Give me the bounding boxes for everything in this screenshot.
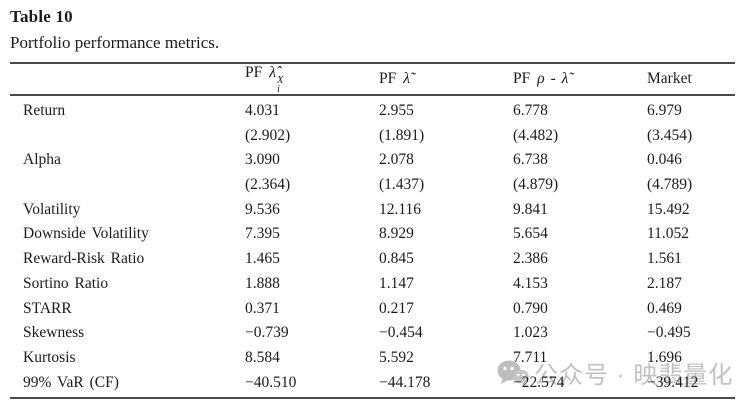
cell-value: 0.371	[245, 299, 280, 317]
cell-value: 6.778	[513, 102, 548, 119]
table-row: Reward-Risk Ratio 1.465 0.845 2.386 1.561	[10, 247, 735, 272]
cell-value: (2.902)	[245, 126, 291, 144]
cell-value: 9.841	[513, 200, 548, 218]
cell-value: 1.888	[245, 274, 280, 292]
cell-value: −0.739	[245, 324, 289, 342]
cell-value: 0.046	[647, 151, 682, 169]
cell-value: 0.845	[379, 250, 414, 268]
cell-value: 4.153	[513, 274, 548, 292]
cell-value: 7.711	[513, 348, 548, 366]
cell-value: (1.891)	[379, 126, 425, 144]
col-header-pf-lambda-tilde: PF λ̃	[379, 70, 513, 88]
cell-value: 12.116	[379, 200, 422, 218]
row-label: Volatility	[23, 200, 81, 218]
cell-value: 1.561	[647, 250, 682, 268]
cell-value: 6.738	[513, 151, 548, 169]
cell-value: 8.929	[379, 225, 414, 243]
row-label: Alpha	[23, 151, 61, 169]
table-caption: Portfolio performance metrics.	[10, 33, 220, 52]
cell-value: −0.495	[647, 324, 691, 342]
cell-value: 6.979	[647, 102, 682, 119]
table-row: Volatility 9.536 12.116 9.841 15.492	[10, 198, 735, 223]
cell-value: 11.052	[647, 225, 690, 243]
cell-value: (4.789)	[647, 176, 693, 194]
cell-value: (3.454)	[647, 126, 693, 144]
header-subscript: i	[276, 84, 280, 95]
cell-value: 7.395	[245, 225, 280, 243]
cell-value: 0.790	[513, 299, 548, 317]
table-row: (2.364) (1.437) (4.879) (4.789)	[10, 173, 735, 198]
table-row: (2.902) (1.891) (4.482) (3.454)	[10, 124, 735, 149]
cell-value: 1.696	[647, 348, 682, 366]
cell-value: 5.592	[379, 348, 414, 366]
row-label	[23, 124, 245, 149]
row-label: Reward-Risk Ratio	[23, 250, 145, 268]
header-math-symbol: λ̂	[269, 64, 276, 81]
cell-value: −40.510	[245, 373, 297, 391]
table-row: 99% VaR (CF) −40.510 −44.178 −22.574 −39.412	[10, 371, 735, 396]
table-row: Kurtosis 8.584 5.592 7.711 1.696	[10, 346, 735, 371]
cell-value: 5.654	[513, 225, 548, 243]
cell-value: 2.078	[379, 151, 414, 169]
col-header-market: Market	[647, 70, 735, 88]
cell-value: (1.437)	[379, 176, 425, 194]
cell-value: 2.187	[647, 274, 682, 292]
cell-value: (2.364)	[245, 176, 291, 194]
cell-value: 8.584	[245, 348, 280, 366]
wechat-icon	[497, 360, 529, 386]
table-top-rule	[10, 62, 735, 64]
cell-value: −39.412	[647, 373, 699, 391]
table-row: Return 4.031 2.955 6.778 6.979	[10, 99, 735, 124]
table-mid-rule	[10, 94, 735, 96]
table-row: Downside Volatility 7.395 8.929 5.654 11.052	[10, 222, 735, 247]
header-text: PF	[513, 70, 531, 87]
cell-value: −0.454	[379, 324, 423, 342]
cell-value: −22.574	[513, 373, 565, 391]
table-row: Skewness −0.739 −0.454 1.023 −0.495	[10, 321, 735, 346]
cell-value: (4.482)	[513, 126, 559, 144]
cell-value: 2.386	[513, 250, 548, 268]
col-header-pf-rho-lambda-tilde: PF ρ - λ̃	[513, 70, 647, 88]
row-label: Return	[23, 102, 66, 119]
table-row: STARR 0.371 0.217 0.790 0.469	[10, 297, 735, 322]
row-label: Sortino Ratio	[23, 274, 109, 292]
table-body: Return 4.031 2.955 6.778 6.979 (2.902) (1.891)…	[10, 96, 735, 397]
header-text: PF	[245, 64, 263, 81]
header-superscript: X	[276, 75, 284, 86]
header-math-symbol: ρ - λ̃	[537, 70, 569, 87]
row-label: Skewness	[23, 324, 85, 342]
row-label	[23, 173, 245, 198]
cell-value: 9.536	[245, 200, 280, 218]
cell-value: 4.031	[245, 102, 280, 119]
table-row: Alpha 3.090 2.078 6.738 0.046	[10, 148, 735, 173]
table-number-title: Table 10	[10, 7, 73, 26]
row-label: STARR	[23, 299, 72, 317]
cell-value: (4.879)	[513, 176, 559, 194]
table-row: Sortino Ratio 1.888 1.147 4.153 2.187	[10, 272, 735, 297]
row-label: Downside Volatility	[23, 225, 149, 243]
cell-value: 0.217	[379, 299, 414, 317]
row-label: Kurtosis	[23, 348, 76, 366]
cell-value: 15.492	[647, 200, 690, 218]
header-text: Market	[647, 70, 692, 87]
row-label: 99% VaR (CF)	[23, 373, 119, 391]
cell-value: 3.090	[245, 151, 280, 169]
cell-value: −44.178	[379, 373, 431, 391]
cell-value: 1.147	[379, 274, 414, 292]
watermark: 公众号 · 映翡量化	[496, 355, 733, 390]
table-bottom-rule	[10, 397, 735, 400]
cell-value: 1.023	[513, 324, 548, 342]
cell-value: 1.465	[245, 250, 280, 268]
watermark-text: 公众号 · 映翡量化	[534, 362, 734, 389]
header-text: PF	[379, 70, 397, 87]
header-math-symbol: λ̃	[403, 70, 410, 87]
cell-value: 0.469	[647, 299, 682, 317]
cell-value: 2.955	[379, 102, 414, 119]
